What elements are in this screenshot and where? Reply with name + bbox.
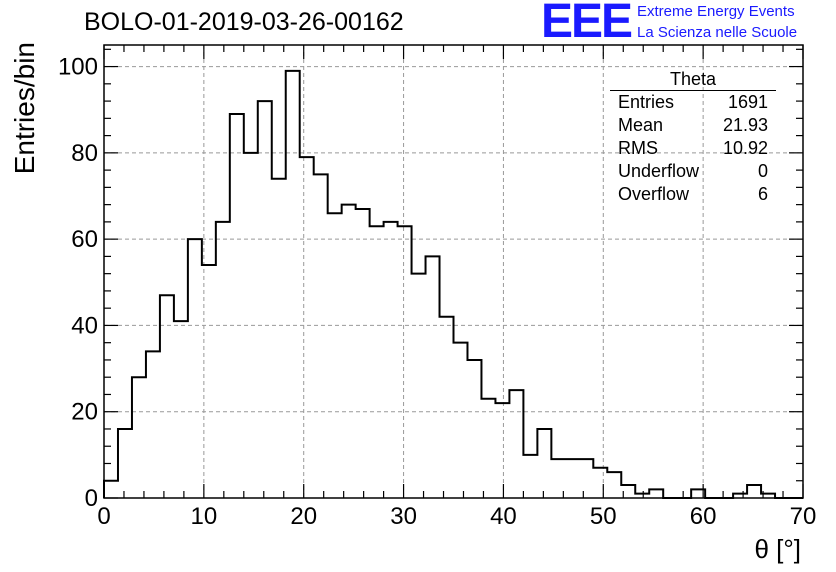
stats-row-entries: Entries 1691 — [610, 91, 776, 114]
stats-value: 1691 — [727, 92, 768, 112]
stats-value: 10.92 — [722, 138, 768, 158]
stats-title: Theta — [610, 68, 776, 91]
x-tick-label: 20 — [290, 503, 317, 530]
plot-frame — [103, 44, 804, 499]
stats-label: RMS — [618, 138, 658, 158]
eee-logo: EEE — [541, 0, 633, 48]
stats-value: 0 — [757, 161, 768, 181]
x-tick-label: 60 — [690, 503, 717, 530]
y-tick-label: 60 — [71, 226, 98, 253]
chart-title: BOLO-01-2019-03-26-00162 — [84, 8, 404, 36]
y-tick-label: 40 — [71, 312, 98, 339]
x-tick-label: 0 — [97, 503, 110, 530]
stats-row-rms: RMS 10.92 — [610, 137, 776, 160]
stats-row-overflow: Overflow 6 — [610, 183, 776, 206]
x-tick-label: 10 — [191, 503, 218, 530]
y-axis-label: Entries/bin — [9, 42, 40, 174]
x-tick-label: 70 — [790, 503, 817, 530]
stats-label: Entries — [618, 92, 675, 112]
stats-value: 6 — [757, 184, 768, 204]
y-tick-label: 100 — [58, 54, 98, 81]
stats-row-mean: Mean 21.93 — [610, 114, 776, 137]
x-tick-label: 40 — [490, 503, 517, 530]
x-axis-label: θ [°] — [754, 534, 801, 564]
y-tick-label: 80 — [71, 140, 98, 167]
y-tick-label: 0 — [85, 485, 98, 512]
logo-line-1: Extreme Energy Events — [637, 3, 795, 20]
stats-label: Mean — [618, 115, 664, 135]
x-tick-label: 50 — [590, 503, 617, 530]
y-tick-label: 20 — [71, 399, 98, 426]
stats-box: Theta Entries 1691 Mean 21.93 RMS 10.92 … — [610, 68, 776, 206]
stats-label: Overflow — [618, 184, 690, 204]
x-tick-label: 30 — [390, 503, 417, 530]
stats-row-underflow: Underflow 0 — [610, 160, 776, 183]
stats-value: 21.93 — [722, 115, 768, 135]
logo-line-2: La Scienza nelle Scuole — [637, 24, 798, 41]
stats-label: Underflow — [618, 161, 700, 181]
